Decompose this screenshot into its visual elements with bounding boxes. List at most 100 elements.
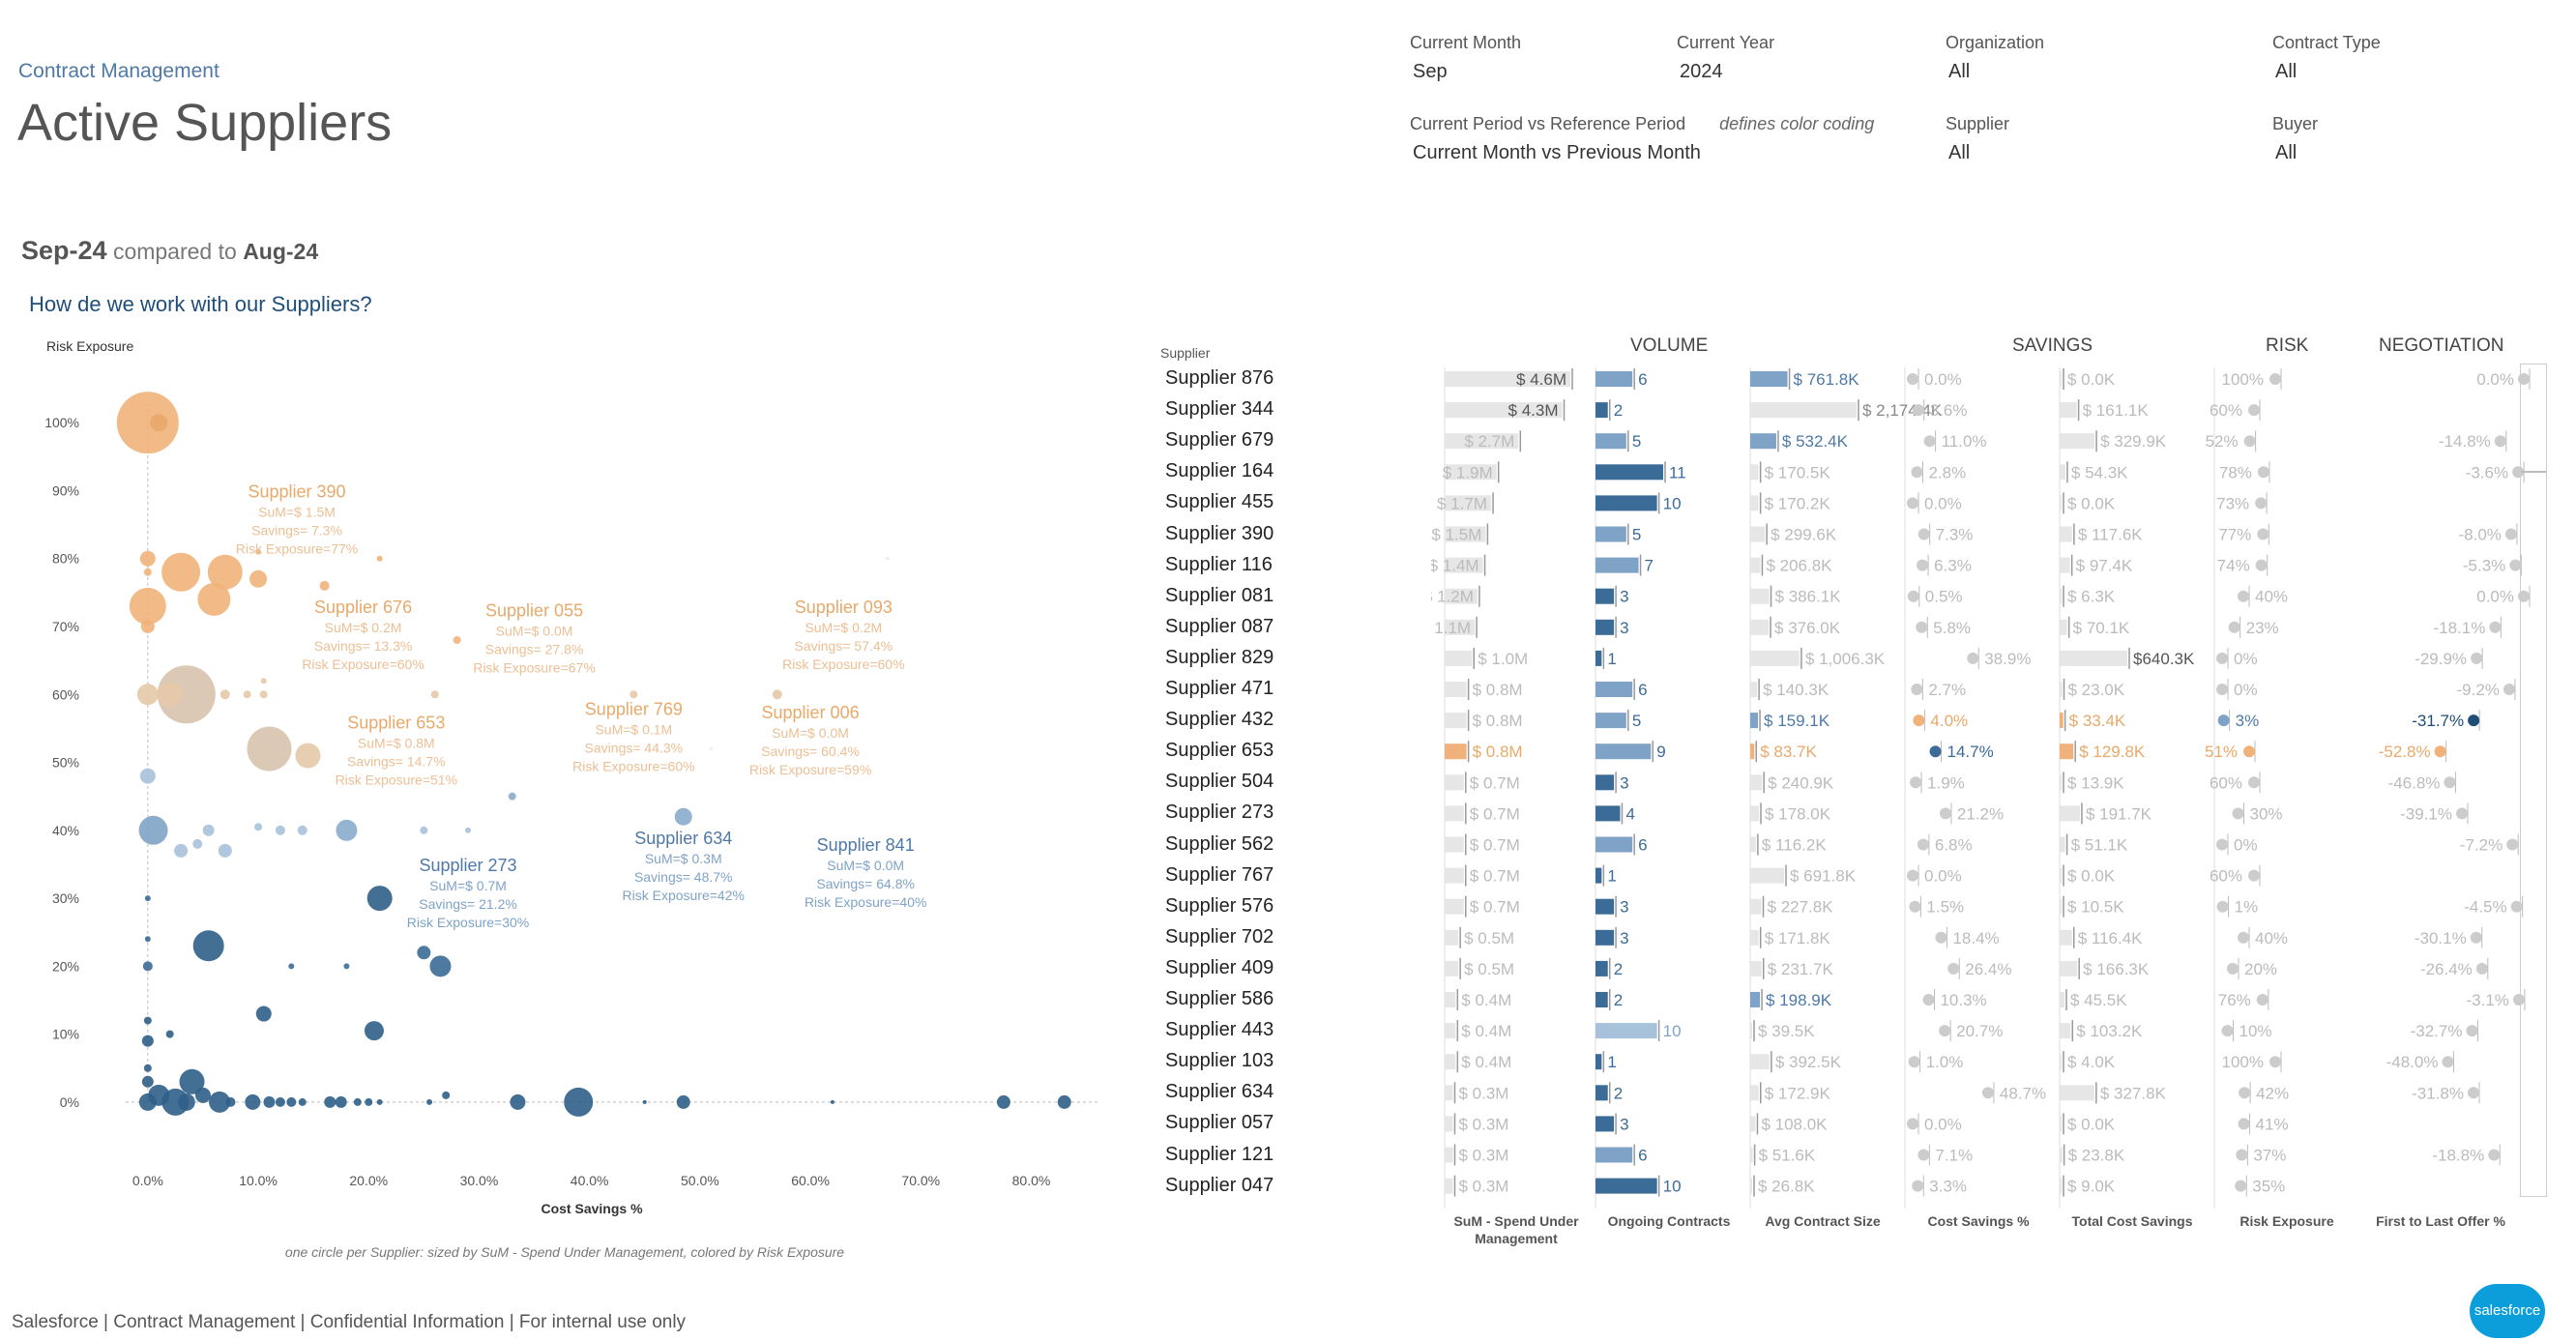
supplier-row-label[interactable]: Supplier 103 — [1165, 1050, 1274, 1072]
metric-value: $ 129.8K — [2079, 743, 2146, 761]
metric-bar — [1445, 992, 1456, 1007]
supplier-row-label[interactable]: Supplier 576 — [1165, 894, 1274, 917]
metric-value: 30% — [2250, 804, 2283, 823]
metric-cell: $ 0.7M — [1445, 802, 1520, 825]
annotation-title: Supplier 841 — [817, 835, 915, 855]
supplier-row-label[interactable]: Supplier 653 — [1165, 740, 1274, 762]
metric-dot — [1981, 1087, 1994, 1099]
filter-buyer[interactable]: Buyer All — [2272, 114, 2318, 164]
column-header[interactable]: First to Last Offer % — [2368, 1212, 2513, 1230]
supplier-bubble — [202, 824, 215, 836]
supplier-row-label[interactable]: Supplier 432 — [1165, 709, 1274, 731]
filter-current-year[interactable]: Current Year 2024 — [1677, 33, 1774, 83]
supplier-row-label[interactable]: Supplier 409 — [1165, 956, 1274, 978]
metric-value: $ 1.2M — [1431, 588, 1474, 606]
metric-value: $ 191.7K — [2086, 804, 2152, 823]
supplier-row-label[interactable]: Supplier 164 — [1165, 460, 1274, 482]
supplier-row-label[interactable]: Supplier 471 — [1165, 678, 1274, 699]
metric-cell: 78% — [2219, 461, 2270, 483]
filter-value[interactable]: All — [2275, 61, 2298, 82]
supplier-bubble — [249, 569, 268, 588]
metric-cell: 6 — [1595, 833, 1648, 856]
column-header[interactable]: Ongoing Contracts — [1596, 1212, 1742, 1230]
supplier-row-label[interactable]: Supplier 876 — [1165, 367, 1274, 389]
filter-value[interactable]: All — [1948, 61, 1971, 82]
bubble-annotation: Supplier 055 SuM=$ 0.0M Savings= 27.8% Risk… — [473, 600, 595, 675]
supplier-bubble — [245, 1093, 261, 1110]
column-header[interactable]: SuM - Spend Under Management — [1444, 1212, 1589, 1247]
metric-bar — [2060, 1147, 2063, 1163]
supplier-row-label[interactable]: Supplier 121 — [1165, 1143, 1274, 1165]
supplier-row-label[interactable]: Supplier 057 — [1165, 1112, 1274, 1134]
metric-cell: 5 — [1595, 523, 1641, 545]
filter-label: Contract Type — [2272, 33, 2381, 52]
metric-value: 100% — [2222, 370, 2264, 389]
metric-bar — [1595, 495, 1657, 511]
supplier-bubble — [255, 1006, 272, 1022]
annotation-detail: Risk Exposure=30% — [407, 915, 529, 930]
filter-value[interactable]: Current Month vs Previous Month — [1413, 142, 1701, 163]
risk-savings-bubble-chart[interactable]: Risk Exposure 0% 10% 20% 30% 40% 50% 60% 70% 80%… — [0, 329, 1122, 1276]
filter-current-month[interactable]: Current Month Sep — [1410, 33, 1521, 83]
supplier-row-label[interactable]: Supplier 081 — [1165, 584, 1274, 606]
metric-dot — [2216, 900, 2229, 913]
metric-bar — [1595, 464, 1663, 481]
supplier-row-label[interactable]: Supplier 047 — [1165, 1174, 1274, 1196]
supplier-row-label[interactable]: Supplier 634 — [1165, 1081, 1274, 1103]
metric-value: $ 26.8K — [1758, 1178, 1815, 1196]
metric-bar — [1445, 1178, 1453, 1194]
column-header[interactable]: Total Cost Savings — [2060, 1212, 2205, 1230]
scrollbar-thumb[interactable] — [2521, 471, 2546, 473]
supplier-row-label[interactable]: Supplier 443 — [1165, 1019, 1274, 1041]
column-header[interactable]: Cost Savings % — [1906, 1212, 2051, 1230]
metric-value: $ 532.4K — [1782, 432, 1849, 451]
metric-value: -18.1% — [2434, 619, 2486, 637]
supplier-row-label[interactable]: Supplier 829 — [1165, 646, 1274, 668]
column-header[interactable]: Risk Exposure — [2214, 1212, 2359, 1230]
supplier-row-label[interactable]: Supplier 702 — [1165, 925, 1274, 947]
supplier-row-label[interactable]: Supplier 390 — [1165, 522, 1274, 544]
metric-value: $ 0.3M — [1458, 1147, 1508, 1165]
breadcrumb[interactable]: Contract Management — [18, 60, 220, 82]
filter-value[interactable]: All — [1948, 142, 1971, 163]
metric-dot — [2512, 994, 2525, 1006]
metric-cell: $ 51.6K — [1750, 1144, 1816, 1166]
filter-value[interactable]: All — [2275, 142, 2298, 163]
supplier-row-label[interactable]: Supplier 504 — [1165, 771, 1274, 793]
metric-bar — [1445, 774, 1464, 791]
supplier-row-label[interactable]: Supplier 679 — [1165, 429, 1274, 452]
metric-cell: 11 — [1595, 461, 1686, 483]
metric-bar — [1750, 929, 1759, 946]
filter-value[interactable]: 2024 — [1680, 61, 1723, 82]
metric-bar — [2060, 433, 2095, 450]
table-scrollbar[interactable] — [2520, 364, 2547, 1197]
metric-cell: 3.3% — [1912, 1175, 1967, 1197]
metric-dot — [1929, 745, 1942, 758]
filter-period-compare[interactable]: Current Period vs Reference Period defin… — [1410, 114, 1874, 164]
metric-cell: $ 45.5K — [2060, 989, 2127, 1010]
metric-cell: $ 761.8K — [1750, 368, 1859, 390]
filter-value[interactable]: Sep — [1413, 61, 1448, 82]
supplier-row-label[interactable]: Supplier 562 — [1165, 832, 1274, 855]
metric-cell: $ 97.4K — [2060, 554, 2133, 576]
metric-cell: 2 — [1595, 1082, 1623, 1104]
supplier-row-label[interactable]: Supplier 087 — [1165, 615, 1274, 637]
metric-cell: 42% — [2239, 1082, 2289, 1104]
supplier-row-label[interactable]: Supplier 273 — [1165, 802, 1274, 824]
period-mid: compared to — [112, 239, 237, 264]
supplier-row-label[interactable]: Supplier 344 — [1165, 398, 1274, 421]
metric-value: 9 — [1656, 743, 1665, 761]
metric-dot — [2216, 684, 2228, 695]
column-header[interactable]: Avg Contract Size — [1750, 1212, 1895, 1230]
bubble-annotation: Supplier 676 SuM=$ 0.2M Savings= 13.3% Risk… — [302, 598, 424, 672]
filter-contract-type[interactable]: Contract Type All — [2272, 33, 2381, 83]
supplier-row-label[interactable]: Supplier 116 — [1165, 553, 1273, 575]
supplier-row-label[interactable]: Supplier 767 — [1165, 863, 1274, 886]
filter-supplier[interactable]: Supplier All — [1946, 114, 2009, 164]
supplier-row-label[interactable]: Supplier 455 — [1165, 491, 1274, 513]
metric-cell: 40% — [2238, 926, 2288, 948]
supplier-row-label[interactable]: Supplier 586 — [1165, 988, 1274, 1009]
metric-value: $ 761.8K — [1794, 370, 1860, 389]
filter-organization[interactable]: Organization All — [1946, 33, 2044, 83]
annotation-detail: SuM=$ 0.0M — [827, 858, 904, 873]
